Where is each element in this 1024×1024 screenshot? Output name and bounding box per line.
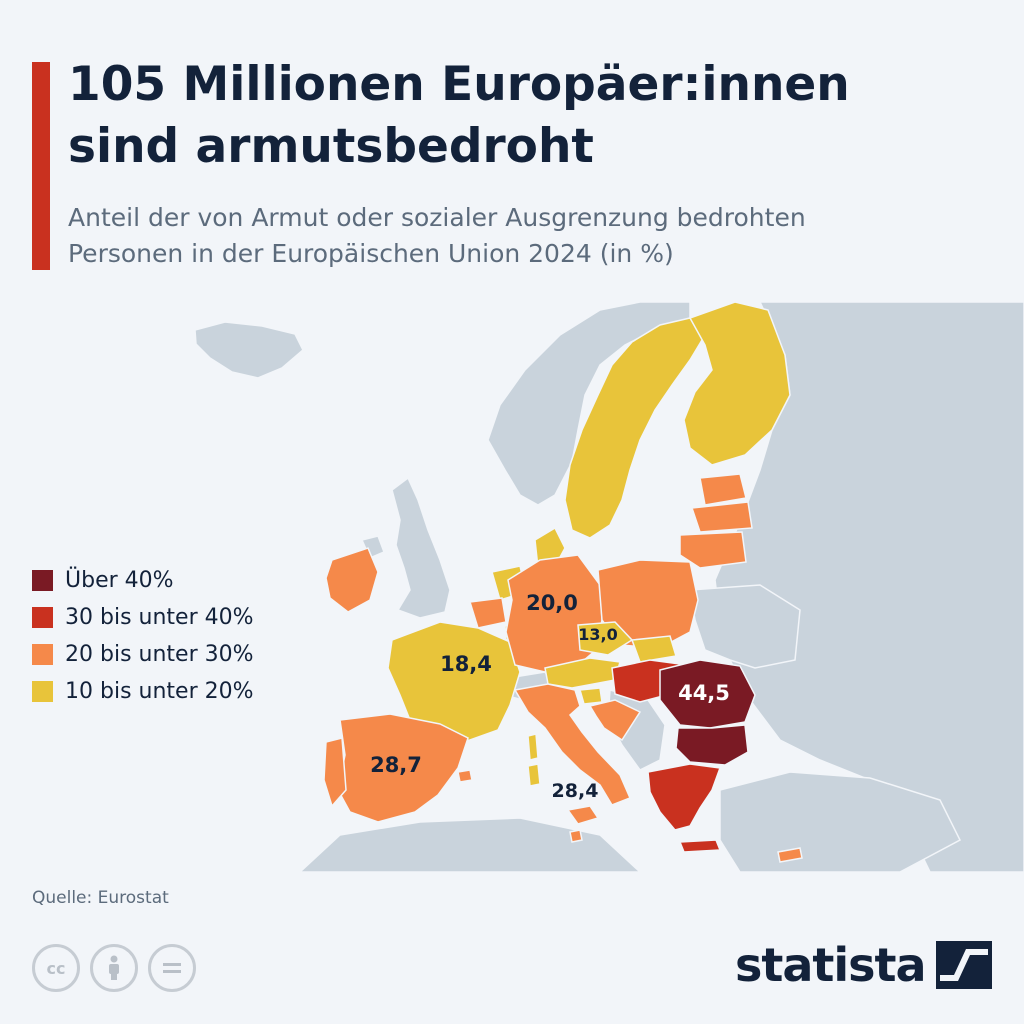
balearic-shape — [457, 769, 473, 783]
malta-shape — [569, 829, 583, 843]
subtitle-line-2: Personen in der Europäischen Union 2024 … — [68, 239, 674, 268]
label-italy: 28,4 — [552, 780, 599, 802]
cc-icon[interactable]: cc — [32, 944, 80, 992]
legend-label: 20 bis unter 30% — [65, 642, 254, 667]
label-romania-bulgaria: 44,5 — [678, 681, 730, 705]
brand-name: statista — [735, 938, 927, 992]
label-czechia: 13,0 — [578, 625, 617, 644]
slovenia-shape — [579, 687, 603, 705]
sicily-shape — [566, 805, 600, 825]
latvia-shape — [690, 501, 753, 533]
ukraine-moldova-shape — [689, 584, 801, 669]
cyprus-shape — [777, 847, 803, 863]
legend-swatch — [32, 681, 53, 702]
no-derivatives-icon[interactable] — [148, 944, 196, 992]
slovakia-shape — [630, 635, 677, 663]
romania-shape — [659, 659, 756, 729]
legend-item: Über 40% — [32, 562, 332, 599]
belgium-shape — [469, 597, 507, 629]
subtitle-line-1: Anteil der von Armut oder sozialer Ausgr… — [68, 203, 806, 232]
corsica-shape — [527, 733, 539, 761]
czechia-shape — [577, 621, 634, 656]
label-spain: 28,7 — [370, 753, 422, 777]
label-france: 18,4 — [440, 652, 492, 676]
portugal-shape — [323, 737, 347, 808]
attribution-icon[interactable] — [90, 944, 138, 992]
turkey-shape — [719, 771, 961, 872]
chart-title: 105 Millionen Europäer:innen sind armuts… — [68, 54, 998, 178]
sardinia-shape — [527, 763, 541, 787]
legend-item: 20 bis unter 30% — [32, 636, 332, 673]
legend-item: 10 bis unter 20% — [32, 673, 332, 710]
bulgaria-shape — [675, 724, 749, 766]
greece-shape — [647, 763, 722, 831]
legend: Über 40% 30 bis unter 40% 20 bis unter 3… — [32, 562, 332, 710]
legend-item: 30 bis unter 40% — [32, 599, 332, 636]
finland-shape — [683, 301, 791, 466]
legend-label: 30 bis unter 40% — [65, 605, 254, 630]
france-shape — [387, 621, 521, 746]
estonia-shape — [699, 473, 747, 506]
source-note: Quelle: Eurostat — [32, 888, 169, 908]
title-line-2: sind armutsbedroht — [68, 119, 594, 174]
crete-shape — [678, 839, 722, 853]
europe-map: 20,0 13,0 18,4 44,5 28,7 28,4 — [175, 300, 1024, 872]
statista-logo[interactable]: statista — [735, 938, 992, 992]
statista-mark-icon — [935, 941, 992, 989]
legend-label: 10 bis unter 20% — [65, 679, 254, 704]
legend-label: Über 40% — [65, 568, 174, 593]
ireland-shape — [325, 547, 379, 613]
accent-bar — [32, 62, 50, 270]
chart-subtitle: Anteil der von Armut oder sozialer Ausgr… — [68, 200, 998, 272]
iceland-shape — [194, 321, 304, 379]
north-africa-shape — [298, 817, 642, 872]
croatia-shape — [588, 699, 642, 742]
legend-swatch — [32, 644, 53, 665]
great-britain-shape — [391, 476, 451, 619]
license-icons: cc — [32, 944, 196, 992]
legend-swatch — [32, 570, 53, 591]
legend-swatch — [32, 607, 53, 628]
label-germany: 20,0 — [526, 591, 578, 615]
lithuania-shape — [679, 531, 747, 569]
title-line-1: 105 Millionen Europäer:innen — [68, 57, 850, 112]
italy-shape — [513, 683, 631, 806]
